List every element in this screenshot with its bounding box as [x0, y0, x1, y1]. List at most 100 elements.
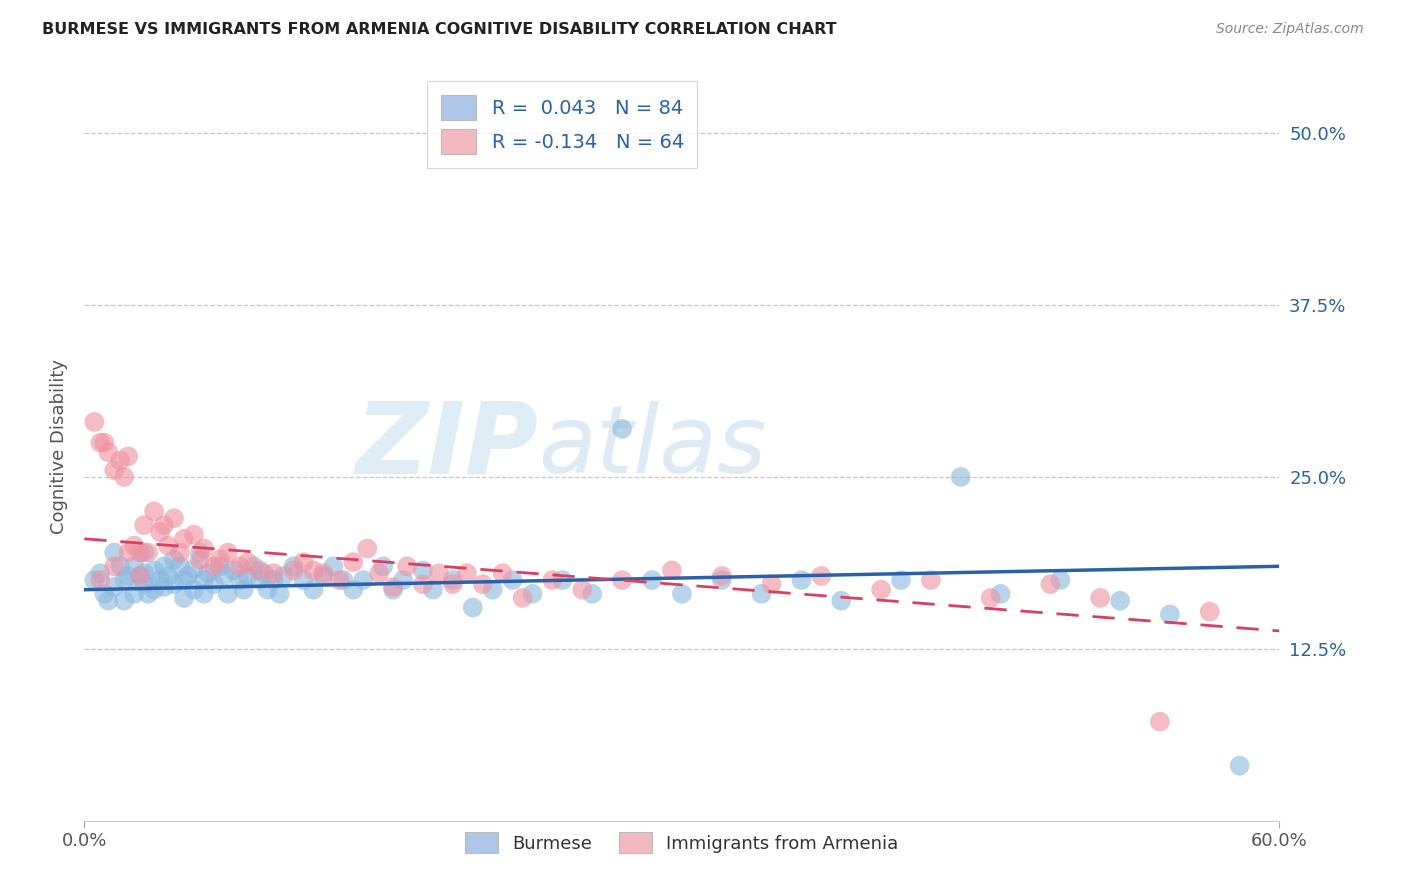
Point: [122, 559, 145, 574]
Point: [93, 435, 115, 450]
Point: [302, 582, 325, 597]
Point: [232, 582, 254, 597]
Point: [870, 582, 893, 597]
Point: [332, 573, 354, 587]
Point: [212, 569, 235, 583]
Point: [193, 573, 215, 587]
Point: [471, 577, 494, 591]
Point: [373, 559, 395, 574]
Point: [263, 573, 285, 587]
Text: Source: ZipAtlas.com: Source: ZipAtlas.com: [1216, 22, 1364, 37]
Point: [202, 577, 225, 591]
Point: [427, 566, 450, 581]
Point: [502, 573, 524, 587]
Point: [342, 582, 364, 597]
Point: [368, 566, 391, 581]
Point: [129, 569, 152, 583]
Point: [208, 552, 231, 566]
Point: [157, 539, 180, 553]
Point: [256, 582, 278, 597]
Point: [132, 566, 156, 581]
Point: [492, 566, 515, 581]
Point: [103, 545, 125, 559]
Point: [83, 573, 105, 587]
Point: [222, 563, 245, 577]
Point: [97, 445, 120, 459]
Point: [949, 470, 972, 484]
Y-axis label: Cognitive Disability: Cognitive Disability: [49, 359, 67, 533]
Text: BURMESE VS IMMIGRANTS FROM ARMENIA COGNITIVE DISABILITY CORRELATION CHART: BURMESE VS IMMIGRANTS FROM ARMENIA COGNI…: [42, 22, 837, 37]
Point: [173, 591, 195, 605]
Point: [1149, 714, 1171, 729]
Point: [242, 559, 264, 574]
Point: [229, 573, 252, 587]
Point: [117, 569, 139, 583]
Point: [89, 566, 111, 581]
Point: [143, 582, 166, 597]
Point: [292, 573, 315, 587]
Point: [1109, 593, 1132, 607]
Point: [136, 545, 159, 559]
Point: [441, 573, 464, 587]
Point: [197, 566, 219, 581]
Point: [169, 545, 191, 559]
Point: [312, 566, 335, 581]
Point: [169, 559, 191, 574]
Point: [117, 450, 139, 464]
Point: [571, 582, 593, 597]
Point: [810, 569, 832, 583]
Point: [1039, 577, 1062, 591]
Point: [183, 527, 205, 541]
Point: [143, 504, 166, 518]
Point: [183, 582, 205, 597]
Point: [217, 587, 239, 601]
Point: [132, 577, 156, 591]
Point: [292, 555, 315, 569]
Point: [1049, 573, 1071, 587]
Point: [173, 573, 195, 587]
Point: [89, 435, 111, 450]
Point: [89, 573, 111, 587]
Point: [83, 415, 105, 429]
Point: [157, 569, 180, 583]
Point: [110, 453, 132, 467]
Point: [129, 569, 152, 583]
Point: [920, 573, 942, 587]
Point: [122, 539, 145, 553]
Point: [177, 569, 200, 583]
Point: [149, 524, 172, 539]
Point: [441, 577, 464, 591]
Point: [93, 587, 115, 601]
Point: [392, 573, 415, 587]
Point: [153, 518, 176, 533]
Point: [671, 587, 693, 601]
Point: [1198, 605, 1220, 619]
Point: [103, 559, 125, 574]
Point: [396, 559, 419, 574]
Point: [269, 587, 291, 601]
Point: [541, 573, 564, 587]
Point: [249, 573, 271, 587]
Point: [188, 552, 211, 566]
Point: [522, 587, 544, 601]
Point: [710, 573, 733, 587]
Point: [382, 582, 405, 597]
Point: [980, 591, 1002, 605]
Point: [790, 573, 813, 587]
Point: [661, 563, 683, 577]
Point: [183, 562, 205, 576]
Point: [512, 591, 534, 605]
Point: [481, 582, 503, 597]
Point: [253, 566, 276, 581]
Point: [761, 577, 783, 591]
Point: [283, 563, 305, 577]
Point: [132, 518, 156, 533]
Point: [412, 577, 434, 591]
Point: [710, 569, 733, 583]
Point: [112, 470, 135, 484]
Point: [412, 563, 434, 577]
Point: [117, 545, 139, 559]
Point: [641, 573, 664, 587]
Point: [273, 569, 295, 583]
Point: [193, 587, 215, 601]
